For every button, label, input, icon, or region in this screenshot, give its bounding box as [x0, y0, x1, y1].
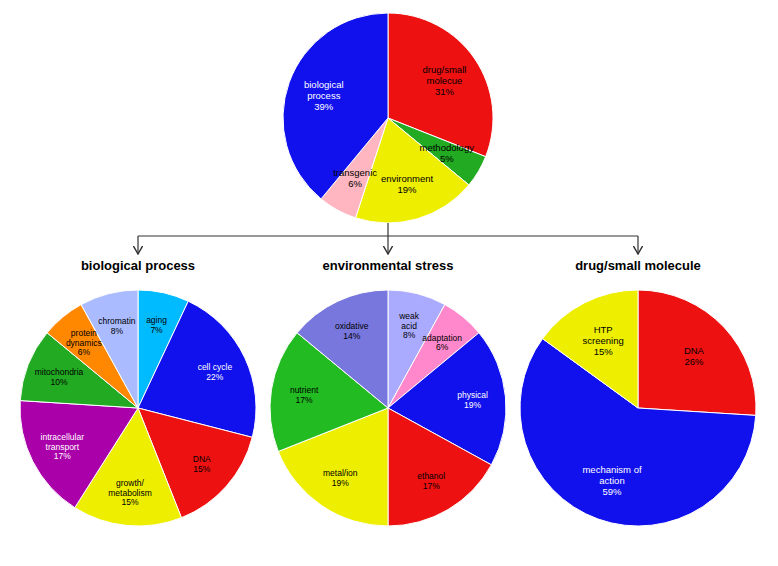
svg-text:HTPscreening15%: HTPscreening15%	[583, 323, 624, 356]
svg-text:weakacid8%: weakacid8%	[398, 311, 420, 341]
svg-text:cell cycle22%: cell cycle22%	[198, 362, 233, 382]
svg-text:growth/metabolism15%: growth/metabolism15%	[108, 478, 151, 508]
svg-text:methodology5%: methodology5%	[420, 142, 475, 164]
svg-text:biologicalprocess39%: biologicalprocess39%	[304, 78, 344, 111]
svg-text:aging7%: aging7%	[146, 315, 167, 335]
svg-text:physical19%: physical19%	[457, 390, 488, 410]
svg-text:DNA15%: DNA15%	[193, 454, 211, 474]
svg-text:nutrient17%: nutrient17%	[290, 385, 319, 405]
svg-text:mitochondria10%: mitochondria10%	[35, 367, 84, 387]
svg-text:metal/ion19%: metal/ion19%	[323, 468, 358, 488]
svg-text:DNA26%: DNA26%	[684, 345, 705, 367]
svg-text:chromatin8%: chromatin8%	[98, 316, 136, 336]
svg-text:environment19%: environment19%	[381, 173, 434, 195]
svg-text:ethanol17%: ethanol17%	[417, 471, 445, 491]
svg-text:intracellulartransport17%: intracellulartransport17%	[41, 432, 85, 462]
html-text:drug/small molecule: drug/small molecule	[575, 258, 701, 273]
html-text:environmental stress: environmental stress	[322, 258, 454, 273]
svg-text:oxidative14%: oxidative14%	[335, 321, 369, 341]
html-text:biological process: biological process	[80, 258, 196, 273]
svg-text:transgenic6%: transgenic6%	[333, 167, 377, 189]
svg-text:drug/smallmolecue31%: drug/smallmolecue31%	[423, 63, 467, 96]
svg-text:adaptation6%: adaptation6%	[422, 333, 462, 353]
svg-text:proteindynamics6%: proteindynamics6%	[66, 328, 102, 358]
svg-text:mechanism ofaction59%: mechanism ofaction59%	[582, 464, 641, 497]
